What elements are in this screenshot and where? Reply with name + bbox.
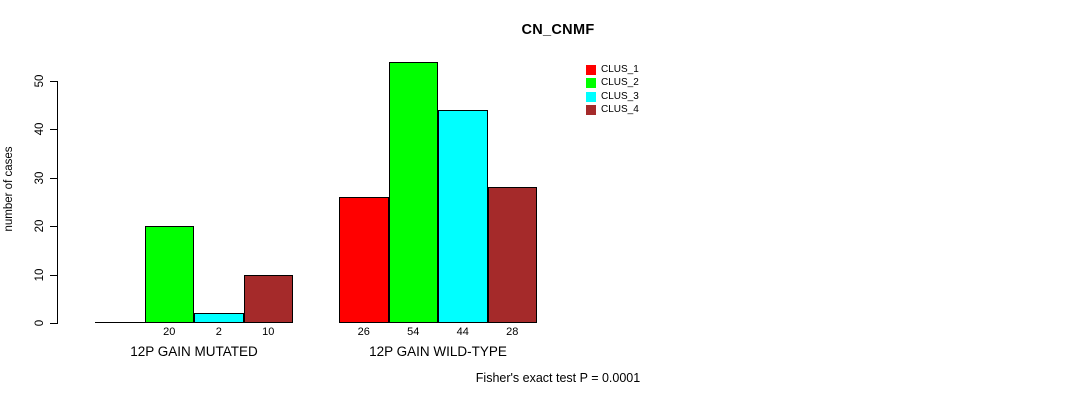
chart-title: CN_CNMF	[521, 22, 595, 38]
y-tick-label: 10	[34, 268, 46, 282]
annotation-text: Fisher's exact test P = 0.0001	[475, 371, 641, 385]
bar-clus_3-group1	[194, 313, 244, 323]
y-tick-label: 0	[34, 319, 46, 327]
y-tick	[50, 323, 57, 324]
bar-clus_4-group1	[243, 274, 293, 323]
legend-swatch-clus_3	[586, 91, 596, 102]
category-label: 12P GAIN MUTATED	[130, 344, 258, 359]
legend: CLUS_1 CLUS_2 CLUS_3 CLUS_4	[586, 63, 639, 117]
legend-label: CLUS_1	[601, 63, 639, 75]
legend-item: CLUS_1	[586, 63, 639, 77]
y-tick-label: 30	[34, 171, 46, 185]
y-axis-label: number of cases	[3, 146, 15, 232]
y-tick	[50, 275, 57, 276]
bar-value-label: 54	[407, 326, 420, 338]
legend-item: CLUS_2	[586, 77, 639, 91]
bar-value-label: 28	[506, 326, 519, 338]
legend-swatch-clus_4	[586, 105, 596, 116]
legend-swatch-clus_2	[586, 78, 596, 89]
bar-value-label: 44	[456, 326, 469, 338]
y-tick-label: 50	[34, 74, 46, 88]
y-tick-label: 20	[34, 219, 46, 233]
legend-label: CLUS_2	[601, 77, 639, 89]
legend-label: CLUS_3	[601, 90, 639, 102]
y-tick	[50, 178, 57, 179]
y-axis-line	[57, 81, 58, 324]
bar-value-label: 2	[215, 326, 222, 338]
legend-swatch-clus_1	[586, 64, 596, 75]
legend-label: CLUS_4	[601, 104, 639, 116]
y-tick-label: 40	[34, 122, 46, 136]
bar-value-label: 10	[262, 326, 275, 338]
bar-clus_2-group2	[388, 61, 438, 323]
legend-item: CLUS_3	[586, 90, 639, 104]
bar-clus_3-group2	[438, 110, 488, 323]
legend-item: CLUS_4	[586, 104, 639, 118]
bar-clus_2-group1	[144, 226, 194, 323]
bar-value-label: 26	[357, 326, 370, 338]
y-tick	[50, 226, 57, 227]
y-tick	[50, 129, 57, 130]
category-label: 12P GAIN WILD-TYPE	[369, 344, 507, 359]
bar-clus_1-group2	[339, 197, 389, 323]
bar-value-label: 20	[163, 326, 176, 338]
bar-clus_1-group1	[95, 322, 145, 323]
bar-clus_4-group2	[487, 187, 537, 323]
y-tick	[50, 81, 57, 82]
